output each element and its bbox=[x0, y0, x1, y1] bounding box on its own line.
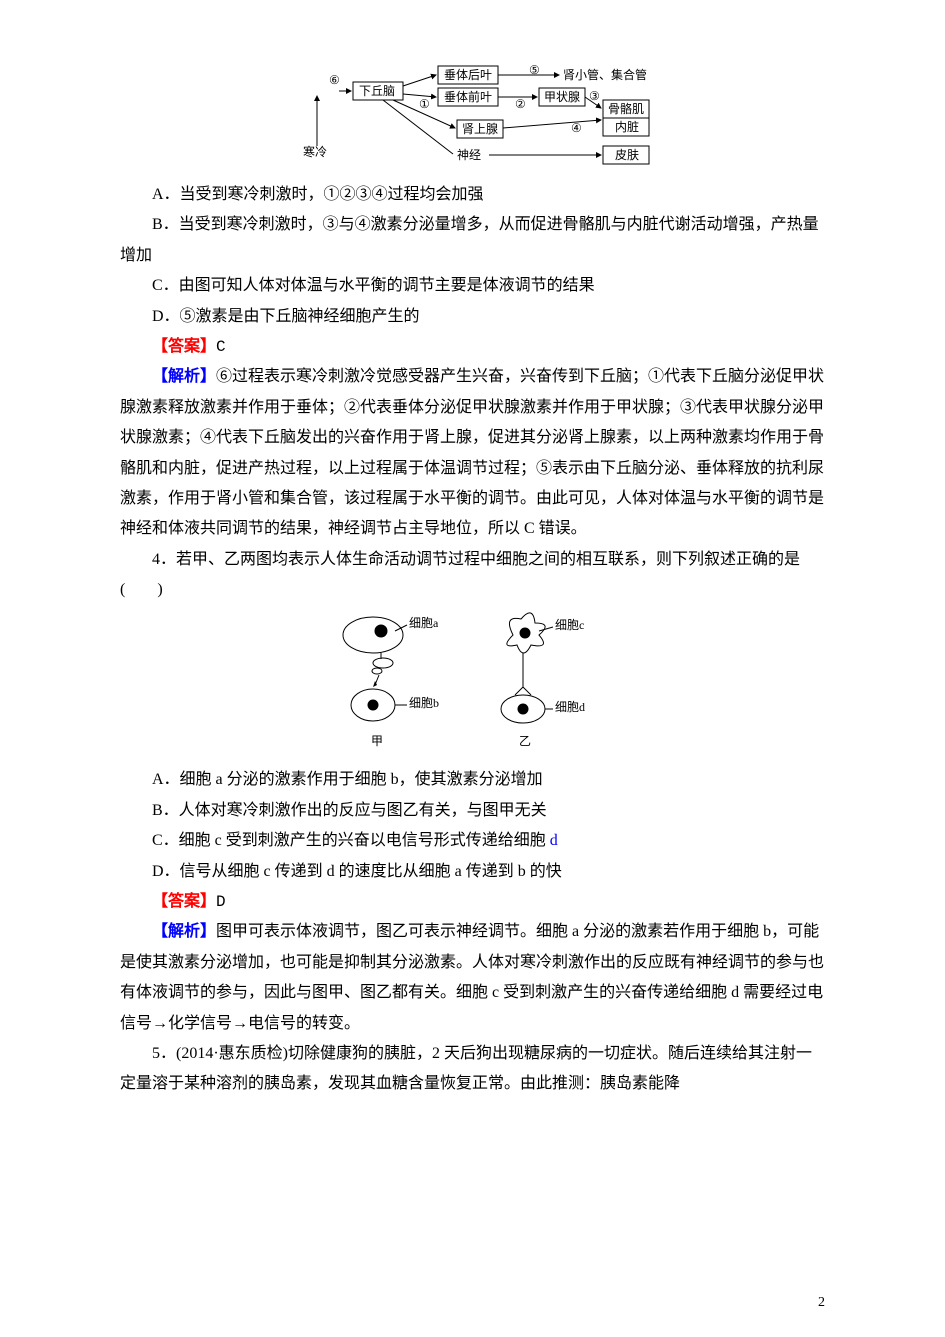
svg-text:甲状腺: 甲状腺 bbox=[544, 90, 580, 104]
svg-text:⑥: ⑥ bbox=[329, 73, 340, 87]
q3-option-b: B．当受到寒冷刺激时，③与④激素分泌量增多，从而促进骨骼肌与内脏代谢活动增强，产… bbox=[120, 210, 825, 271]
page-number: 2 bbox=[818, 1290, 825, 1317]
page: 下丘脑 垂体后叶 垂体前叶 甲状腺 肾上腺 骨骼肌 内脏 皮肤 寒冷 神经 肾小… bbox=[0, 0, 945, 1337]
q4-option-d: D．信号从细胞 c 传递到 d 的速度比从细胞 a 传递到 b 的快 bbox=[120, 857, 825, 887]
q3-analysis: 【解析】⑥过程表示寒冷刺激冷觉感受器产生兴奋，兴奋传到下丘脑；①代表下丘脑分泌促… bbox=[120, 362, 825, 544]
q4-option-c: C．细胞 c 受到刺激产生的兴奋以电信号形式传递给细胞 d bbox=[120, 826, 825, 856]
answer-value: D bbox=[216, 893, 226, 911]
q4-analysis: 【解析】图甲可表示体液调节，图乙可表示神经调节。细胞 a 分泌的激素若作用于细胞… bbox=[120, 917, 825, 1039]
analysis-text: 图甲可表示体液调节，图乙可表示神经调节。细胞 a 分泌的激素若作用于细胞 b，可… bbox=[120, 923, 824, 1031]
q4-stem: 4．若甲、乙两图均表示人体生命活动调节过程中细胞之间的相互联系，则下列叙述正确的… bbox=[120, 545, 825, 606]
svg-text:下丘脑: 下丘脑 bbox=[359, 84, 395, 98]
q5-stem: 5．(2014·惠东质检)切除健康狗的胰脏，2 天后狗出现糖尿病的一切症状。随后… bbox=[120, 1039, 825, 1100]
svg-text:皮肤: 皮肤 bbox=[615, 147, 639, 162]
q4-option-b: B．人体对寒冷刺激作出的反应与图乙有关，与图甲无关 bbox=[120, 796, 825, 826]
svg-text:甲: 甲 bbox=[371, 734, 383, 748]
svg-text:细胞a: 细胞a bbox=[409, 616, 439, 630]
q4-option-a: A．细胞 a 分泌的激素作用于细胞 b，使其激素分泌增加 bbox=[120, 765, 825, 795]
svg-text:肾小管、集合管: 肾小管、集合管 bbox=[563, 67, 647, 82]
q3-option-a: A．当受到寒冷刺激时，①②③④过程均会加强 bbox=[120, 180, 825, 210]
answer-value: C bbox=[216, 338, 226, 356]
svg-text:垂体前叶: 垂体前叶 bbox=[444, 89, 492, 104]
answer-label: 【答案】 bbox=[152, 338, 216, 355]
svg-text:④: ④ bbox=[571, 121, 582, 135]
analysis-label: 【解析】 bbox=[152, 368, 216, 385]
svg-text:内脏: 内脏 bbox=[615, 119, 639, 134]
q3-option-d: D．⑤激素是由下丘脑神经细胞产生的 bbox=[120, 302, 825, 332]
diagram-2: 细胞a 细胞b 甲 细胞c 细胞d bbox=[323, 605, 623, 755]
svg-text:①: ① bbox=[419, 97, 430, 111]
svg-text:寒冷: 寒冷 bbox=[303, 144, 327, 159]
svg-text:细胞d: 细胞d bbox=[555, 700, 585, 714]
analysis-label: 【解析】 bbox=[152, 923, 216, 940]
q4-optc-d: d bbox=[550, 832, 558, 849]
svg-text:垂体后叶: 垂体后叶 bbox=[444, 68, 492, 82]
analysis-text: ⑥过程表示寒冷刺激冷觉感受器产生兴奋，兴奋传到下丘脑；①代表下丘脑分泌促甲状腺激… bbox=[120, 368, 824, 537]
q3-answer: 【答案】C bbox=[120, 332, 825, 362]
svg-text:乙: 乙 bbox=[519, 734, 531, 748]
svg-text:②: ② bbox=[515, 97, 526, 111]
q4-optc-pre: C．细胞 c 受到刺激产生的兴奋以电信号形式传递给细胞 bbox=[152, 832, 550, 849]
svg-text:神经: 神经 bbox=[457, 148, 481, 162]
svg-text:骨骼肌: 骨骼肌 bbox=[608, 101, 644, 116]
svg-text:细胞b: 细胞b bbox=[409, 696, 439, 710]
diagram-1: 下丘脑 垂体后叶 垂体前叶 甲状腺 肾上腺 骨骼肌 内脏 皮肤 寒冷 神经 肾小… bbox=[283, 60, 663, 170]
svg-text:肾上腺: 肾上腺 bbox=[462, 122, 498, 136]
svg-text:细胞c: 细胞c bbox=[555, 618, 584, 632]
q4-answer: 【答案】D bbox=[120, 887, 825, 917]
q3-option-c: C．由图可知人体对体温与水平衡的调节主要是体液调节的结果 bbox=[120, 271, 825, 301]
answer-label: 【答案】 bbox=[152, 893, 216, 910]
